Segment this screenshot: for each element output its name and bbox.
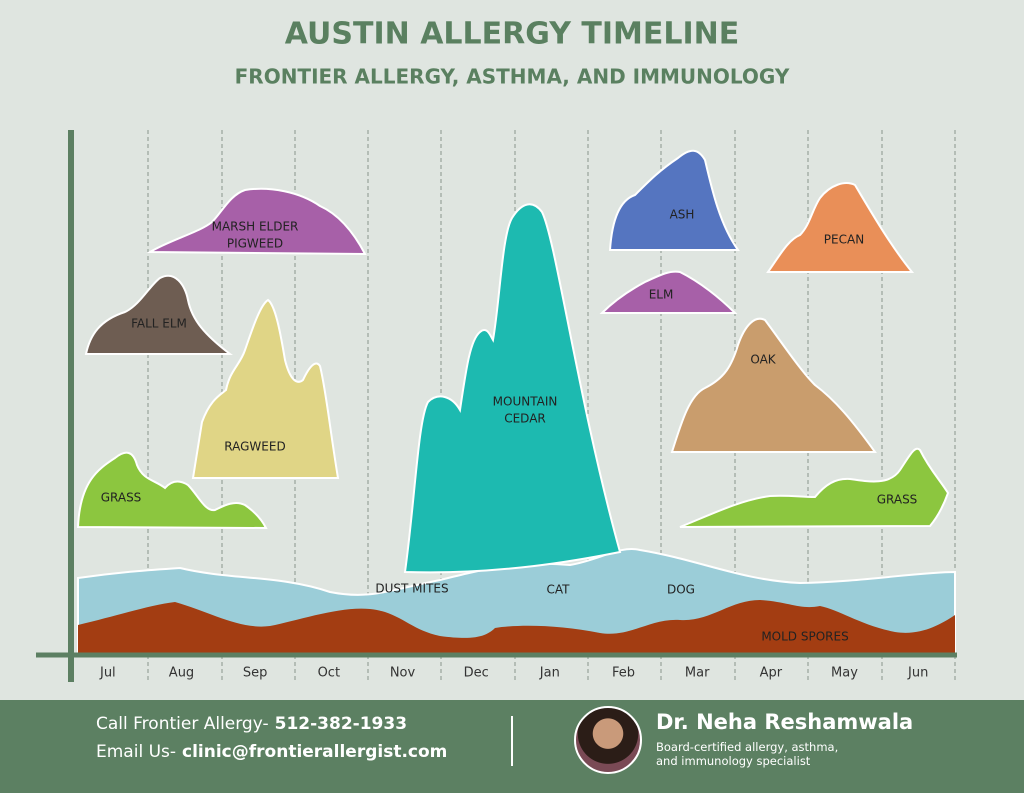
allergen-label: OAK	[750, 353, 776, 367]
doctor-name: Dr. Neha Reshamwala	[656, 710, 914, 734]
title: AUSTIN ALLERGY TIMELINE	[285, 17, 739, 52]
month-label: Nov	[390, 666, 416, 681]
allergen-label: PECAN	[824, 233, 864, 247]
month-labels: Jul Aug Sep Oct Nov Dec Jan Feb Mar Apr May Jun	[99, 666, 928, 681]
month-label: Apr	[760, 666, 783, 681]
email-line: Email Us-clinic@frontierallergist.com	[96, 742, 447, 762]
marsh-elder-pigweed-shape	[146, 187, 367, 256]
mold-spores-band	[78, 600, 955, 655]
month-label: Jul	[99, 666, 116, 681]
allergen-label: CEDAR	[504, 412, 546, 426]
call-label: Call Frontier Allergy-	[96, 714, 269, 734]
allergen-label: DUST MITES	[375, 582, 448, 596]
allergen-label: MARSH ELDER	[212, 220, 299, 234]
month-label: Feb	[612, 666, 635, 681]
allergen-label: PIGWEED	[227, 237, 283, 251]
ash-shape	[608, 149, 740, 251]
allergen-label: MOUNTAIN	[493, 395, 558, 409]
fall-elm-shape	[84, 274, 233, 355]
allergen-label: DOG	[667, 583, 695, 597]
divider	[511, 716, 513, 766]
ragweed-shape	[191, 298, 340, 479]
allergen-label: CAT	[547, 583, 571, 597]
credentials: Board-certified allergy, asthma,	[656, 740, 839, 754]
allergen-label: GRASS	[101, 491, 142, 505]
phone[interactable]: 512-382-1933	[274, 714, 408, 734]
footer: Call Frontier Allergy- 512-382-1933 Email…	[0, 700, 1024, 793]
allergen-label: GRASS	[877, 493, 918, 507]
pecan-shape	[766, 182, 915, 273]
month-label: Dec	[464, 666, 489, 681]
month-label: May	[831, 666, 858, 681]
allergen-label: ASH	[670, 208, 695, 222]
subtitle: FRONTIER ALLERGY, ASTHMA, AND IMMUNOLOGY	[235, 65, 790, 89]
allergen-label: ELM	[649, 288, 674, 302]
elm-shape	[599, 270, 738, 314]
call-line: Call Frontier Allergy- 512-382-1933	[96, 714, 407, 734]
month-label: Jan	[539, 666, 560, 681]
allergen-label: MOLD SPORES	[761, 630, 848, 644]
month-label: Oct	[318, 666, 340, 681]
email-label: Email Us-	[96, 742, 177, 762]
grass-left-shape	[76, 451, 268, 530]
credentials: and immunology specialist	[656, 754, 811, 768]
doctor-photo	[574, 706, 642, 774]
timeline: AUSTIN ALLERGY TIMELINE FRONTIER ALLERGY…	[36, 17, 957, 682]
month-label: Jun	[907, 666, 928, 681]
allergen-label: RAGWEED	[224, 440, 285, 454]
oak-shape	[670, 317, 877, 453]
grass-right-shape	[679, 447, 950, 528]
allergen-label: FALL ELM	[131, 317, 187, 331]
month-label: Sep	[243, 666, 268, 681]
month-label: Aug	[169, 666, 194, 681]
month-label: Mar	[685, 666, 710, 681]
mountain-cedar-shape	[403, 203, 622, 574]
email[interactable]: clinic@frontierallergist.com	[182, 742, 448, 762]
